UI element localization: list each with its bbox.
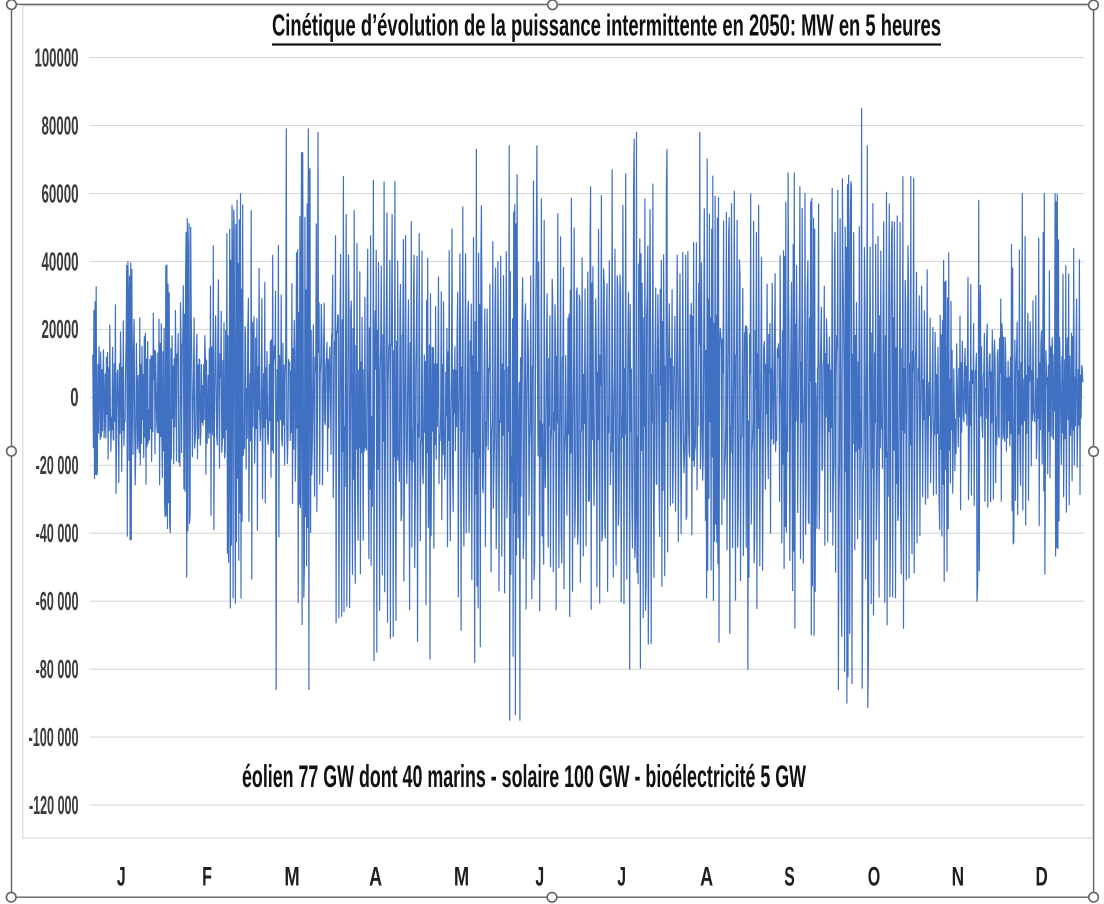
svg-text:-60 000: -60 000 [36, 586, 79, 616]
svg-text:J: J [117, 862, 126, 892]
svg-text:-20 000: -20 000 [36, 450, 79, 480]
svg-text:100000: 100000 [35, 42, 79, 72]
svg-text:éolien 77 GW dont 40 marins -: éolien 77 GW dont 40 marins - solaire 10… [242, 758, 806, 794]
svg-text:A: A [369, 862, 382, 892]
svg-text:-100 000: -100 000 [29, 722, 79, 752]
svg-text:-120 000: -120 000 [29, 790, 79, 820]
svg-text:A: A [700, 862, 713, 892]
svg-text:M: M [454, 862, 469, 892]
svg-text:-80 000: -80 000 [36, 654, 79, 684]
svg-text:80000: 80000 [42, 110, 79, 140]
svg-text:40000: 40000 [42, 246, 79, 276]
svg-text:N: N [952, 862, 965, 892]
svg-text:-40 000: -40 000 [36, 518, 79, 548]
svg-text:Cinétique d’évolution de la pu: Cinétique d’évolution de la puissance in… [272, 8, 941, 43]
svg-text:0: 0 [70, 382, 78, 412]
svg-text:J: J [535, 862, 544, 892]
svg-text:J: J [617, 862, 626, 892]
svg-text:20000: 20000 [42, 314, 79, 344]
svg-text:F: F [202, 862, 212, 892]
svg-text:M: M [284, 862, 299, 892]
svg-text:S: S [784, 862, 795, 892]
svg-text:D: D [1035, 862, 1047, 892]
svg-text:O: O [868, 862, 881, 892]
svg-text:60000: 60000 [42, 178, 79, 208]
